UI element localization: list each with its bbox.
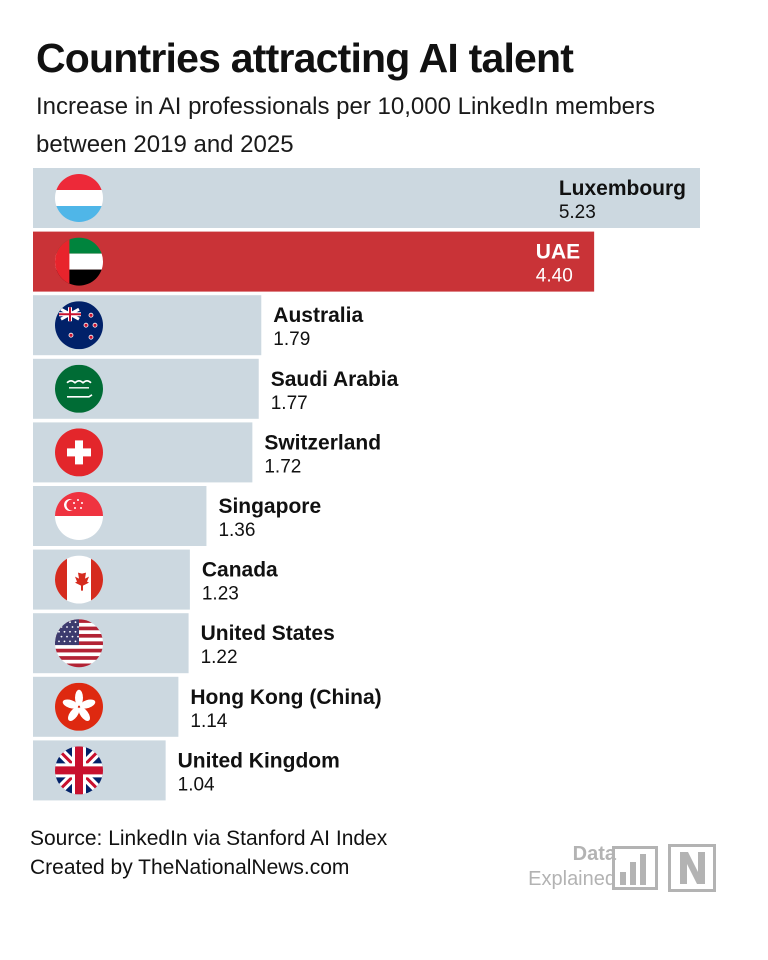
credit-note: Created by TheNationalNews.com [30,856,350,879]
australia-flag [55,301,103,350]
value-label: 4.40 [536,266,573,287]
value-label: 1.36 [218,520,255,541]
bar-chart-icon [612,846,658,890]
united-kingdom-flag [55,746,103,795]
value-label: 1.79 [273,329,310,350]
hong-kong-flag [55,682,103,731]
saudi-arabia-flag [55,364,103,413]
luxembourg-flag [55,174,103,222]
bar-row-hong-kong-china: Hong Kong (China)1.14 [33,676,382,737]
value-label: 1.23 [202,584,239,605]
value-label: 1.77 [271,393,308,414]
bar-uae [33,231,595,292]
switzerland-flag [55,428,103,477]
logo-line-1: Data [572,843,616,865]
source-note: Source: LinkedIn via Stanford AI Index [30,827,388,850]
value-label: 1.72 [264,456,301,477]
category-label: United Kingdom [178,749,340,772]
uae-flag [55,237,103,286]
data-explained-logo: Data Explained [506,842,726,898]
category-label: Canada [202,559,278,582]
value-label: 1.14 [190,711,227,732]
category-label: UAE [536,241,580,264]
category-label: Switzerland [264,431,381,454]
chart-subtitle: Increase in AI professionals per 10,000 … [36,93,656,158]
value-label: 1.04 [178,774,215,795]
category-label: Singapore [218,495,321,518]
chart-title: Countries attracting AI talent [36,35,574,81]
category-label: Hong Kong (China) [190,686,381,709]
category-label: United States [201,622,335,645]
logo-text: Data Explained [528,842,616,892]
logo-line-2: Explained [528,868,616,890]
united-states-flag [55,619,103,668]
value-label: 5.23 [559,202,596,223]
bar-luxembourg [33,168,700,228]
category-label: Saudi Arabia [271,368,399,391]
category-label: Luxembourg [559,177,686,200]
category-label: Australia [273,304,363,327]
footer: Source: LinkedIn via Stanford AI Index C… [30,824,387,882]
canada-flag [55,555,103,604]
bar-hong-kong-china [33,676,179,737]
the-national-n-icon [668,844,716,892]
value-label: 1.22 [201,647,238,668]
